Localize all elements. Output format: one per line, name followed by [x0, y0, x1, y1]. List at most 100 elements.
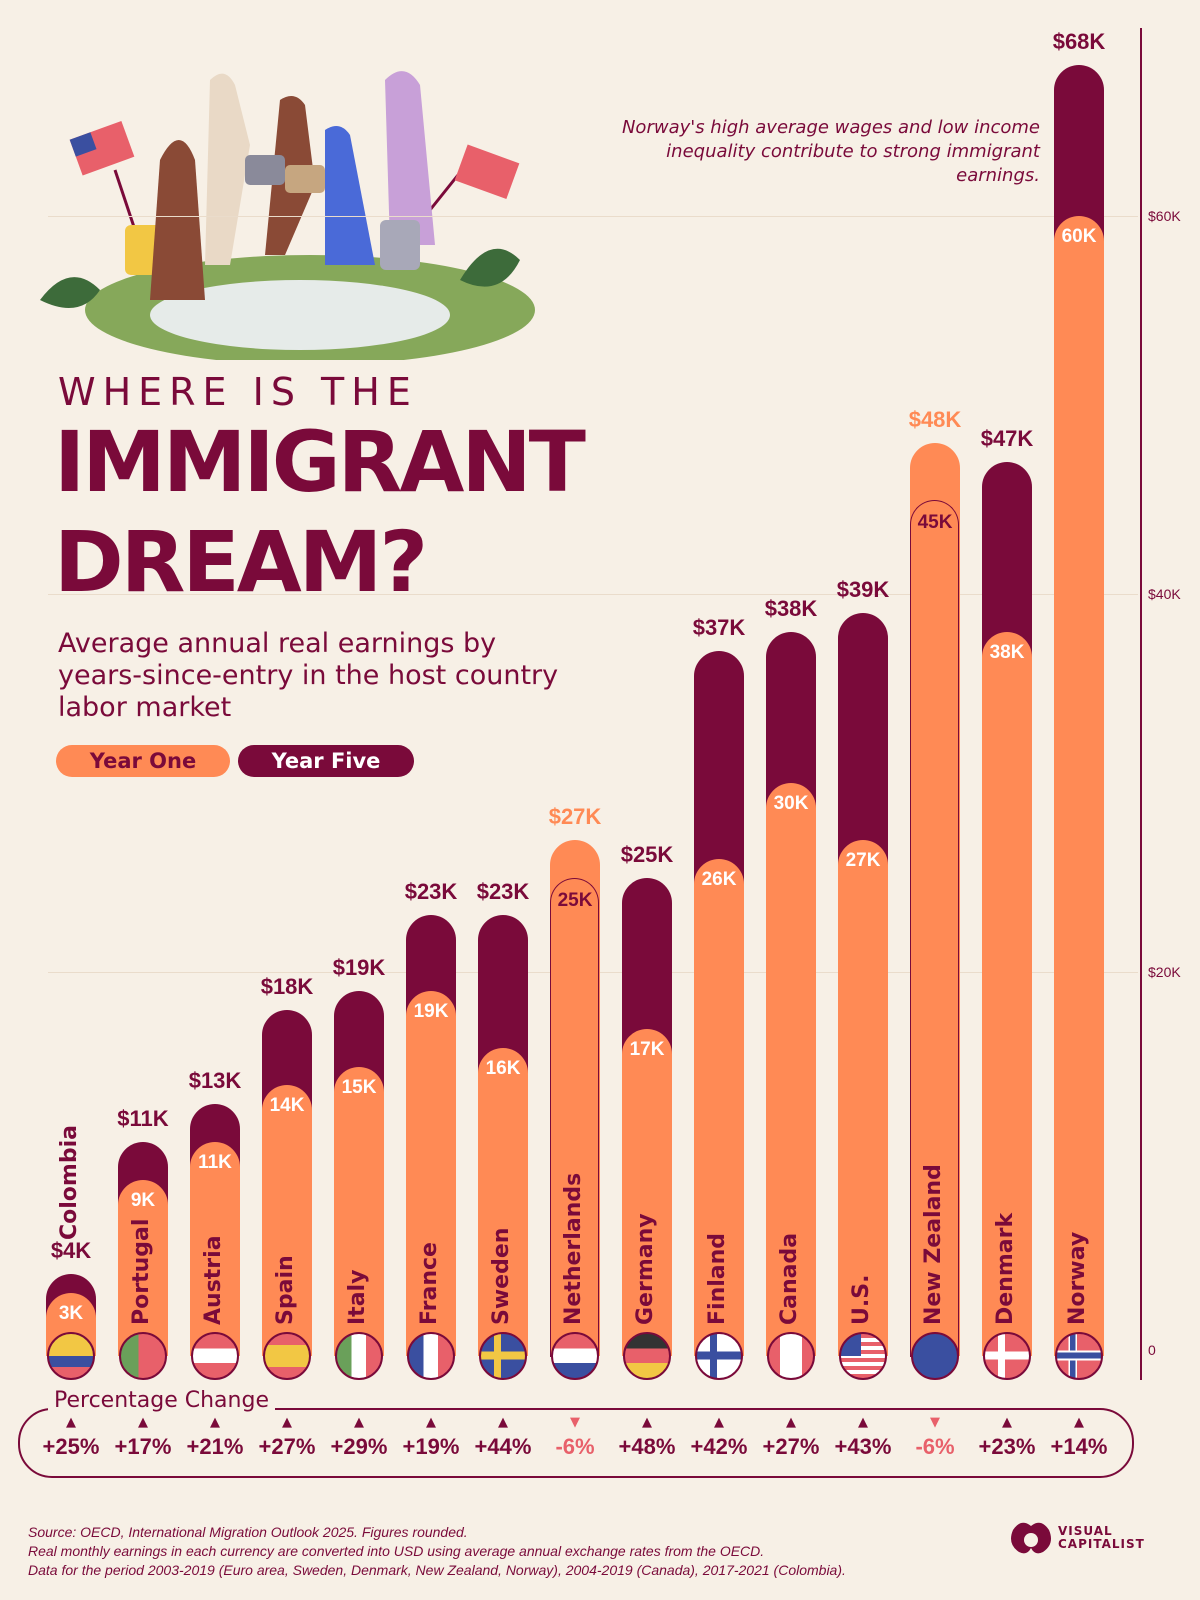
migrants-illustration: [40, 71, 535, 360]
year-one-label-italy: 15K: [341, 1076, 377, 1098]
year-one-label-norway: 60K: [1061, 226, 1097, 247]
bar-year-one-portugal: [118, 1179, 168, 1356]
year-one-label-u-s: 27K: [845, 849, 881, 871]
country-label-austria: Austria: [201, 1235, 226, 1325]
bar-year-one-u-s: [838, 839, 888, 1356]
legend-year-five: Year Five: [238, 745, 414, 777]
flag-icon-germany: [623, 1332, 671, 1380]
percentage-change-finland: +42%: [690, 1434, 748, 1459]
country-label-norway: Norway: [1065, 1231, 1090, 1325]
percentage-change-denmark: +23%: [978, 1434, 1036, 1459]
y-tick-label: $40K: [1148, 586, 1181, 602]
period-note: Data for the period 2003-2019 (Euro area…: [28, 1562, 846, 1578]
country-label-sweden: Sweden: [489, 1227, 514, 1325]
flag-icon-colombia: [47, 1332, 95, 1380]
bar-year-one-finland: [694, 858, 744, 1356]
year-one-label-france: 19K: [413, 1000, 449, 1022]
down-arrow-icon: ▼: [930, 1415, 940, 1430]
year-one-label-new-zealand: $48K: [908, 406, 962, 432]
country-label-denmark: Denmark: [993, 1212, 1018, 1325]
up-arrow-icon: ▲: [714, 1415, 724, 1430]
percentage-change-colombia: +25%: [42, 1434, 100, 1459]
year-five-label-new-zealand: 45K: [917, 511, 953, 533]
year-five-label-colombia: $4K: [50, 1238, 92, 1264]
percentage-change-spain: +27%: [258, 1434, 316, 1459]
up-arrow-icon: ▲: [858, 1415, 868, 1430]
visual-capitalist-logo: VISUAL CAPITALIST: [1010, 1520, 1145, 1556]
flag-icon-denmark: [983, 1332, 1031, 1380]
country-label-canada: Canada: [777, 1232, 802, 1325]
brand-logo-icon: [1011, 1522, 1051, 1554]
country-label-germany: Germany: [633, 1213, 658, 1325]
year-one-label-netherlands: $27K: [548, 803, 602, 829]
year-five-label-austria: $13K: [188, 1068, 242, 1094]
bar-year-one-france: [406, 990, 456, 1356]
year-five-label-u-s: $39K: [836, 576, 890, 602]
y-tick-label: 0: [1148, 1342, 1156, 1358]
country-label-france: France: [417, 1242, 442, 1325]
year-one-label-colombia: 3K: [58, 1303, 84, 1325]
legend-year-one: Year One: [56, 745, 230, 777]
flag-icon-austria: [191, 1332, 239, 1380]
year-five-label-spain: $18K: [260, 973, 314, 999]
title-line-2: DREAM?: [54, 513, 428, 611]
percentage-change-box: [18, 1408, 1134, 1478]
bar-year-one-sweden: [478, 1047, 528, 1356]
flag-icon-canada: [767, 1332, 815, 1380]
year-one-label-canada: 30K: [773, 793, 809, 814]
percentage-change-u-s: +43%: [834, 1434, 892, 1459]
year-one-label-denmark: 38K: [989, 641, 1025, 663]
bar-year-five-netherlands: [550, 877, 599, 1357]
year-five-label-netherlands: 25K: [557, 889, 593, 911]
bar-year-one-denmark: [982, 631, 1032, 1356]
flag-icon-portugal: [119, 1332, 167, 1380]
kicker: WHERE IS THE: [58, 370, 418, 414]
bar-year-one-canada: [766, 783, 816, 1356]
year-one-label-spain: 14K: [269, 1095, 305, 1117]
bar-year-one-germany: [622, 1028, 672, 1356]
country-label-new-zealand: New Zealand: [921, 1164, 946, 1325]
source-note: Source: OECD, International Migration Ou…: [28, 1524, 468, 1540]
year-five-label-finland: $37K: [692, 614, 746, 640]
year-one-label-austria: 11K: [198, 1152, 232, 1174]
down-arrow-icon: ▼: [570, 1415, 580, 1430]
bar-year-one-new-zealand: [910, 442, 960, 1356]
bar-year-one-spain: [262, 1085, 312, 1356]
year-five-label-germany: $25K: [620, 841, 674, 867]
flag-icon-france: [407, 1332, 455, 1380]
up-arrow-icon: ▲: [786, 1415, 796, 1430]
up-arrow-icon: ▲: [210, 1415, 220, 1430]
bar-year-one-norway: [1054, 216, 1104, 1356]
country-label-u-s: U.S.: [849, 1274, 874, 1325]
up-arrow-icon: ▲: [1002, 1415, 1012, 1430]
gridline: [48, 594, 1138, 595]
year-one-label-sweden: 16K: [485, 1057, 521, 1079]
country-label-portugal: Portugal: [129, 1218, 154, 1325]
percentage-change-sweden: +44%: [474, 1434, 532, 1459]
bar-year-one-austria: [190, 1142, 240, 1356]
brand-name: VISUAL CAPITALIST: [1058, 1524, 1145, 1551]
country-label-netherlands: Netherlands: [561, 1172, 586, 1325]
up-arrow-icon: ▲: [1074, 1415, 1084, 1430]
up-arrow-icon: ▲: [642, 1415, 652, 1430]
up-arrow-icon: ▲: [426, 1415, 436, 1430]
flag-icon-new-zealand: [911, 1332, 959, 1380]
year-five-label-norway: $68K: [1052, 28, 1106, 54]
up-arrow-icon: ▲: [138, 1415, 148, 1430]
subtitle: Average annual real earnings by years-si…: [58, 628, 559, 723]
country-label-spain: Spain: [273, 1255, 298, 1325]
up-arrow-icon: ▲: [66, 1415, 76, 1430]
country-label-finland: Finland: [705, 1232, 730, 1325]
flag-icon-finland: [695, 1332, 743, 1380]
country-label-colombia: Colombia: [57, 1125, 82, 1240]
percentage-change-new-zealand: -6%: [915, 1434, 955, 1459]
up-arrow-icon: ▲: [354, 1415, 364, 1430]
exchange-note: Real monthly earnings in each currency a…: [28, 1543, 765, 1559]
y-tick-label: $20K: [1148, 964, 1181, 980]
title-line-1: IMMIGRANT: [54, 413, 586, 511]
flag-icon-norway: [1055, 1332, 1103, 1380]
year-one-label-germany: 17K: [629, 1038, 665, 1060]
year-five-label-france: $23K: [404, 879, 458, 905]
percentage-change-portugal: +17%: [114, 1434, 172, 1459]
